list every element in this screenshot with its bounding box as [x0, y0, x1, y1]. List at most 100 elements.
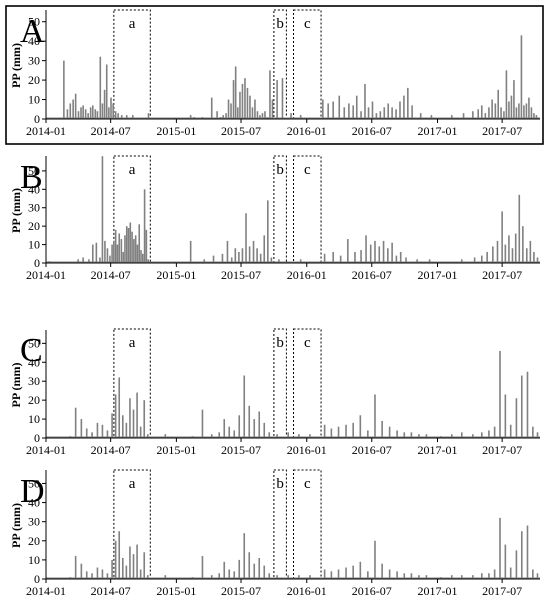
y-tick-label: 50 [28, 15, 40, 29]
bar [473, 257, 476, 263]
bar [80, 563, 83, 579]
bar [290, 113, 292, 119]
bar [136, 544, 138, 579]
bar [101, 103, 104, 119]
region-c-box [293, 328, 322, 439]
y-tick-label: 20 [28, 393, 40, 407]
bar [89, 107, 92, 119]
bar [508, 101, 510, 119]
bar [504, 394, 507, 438]
bar [101, 156, 104, 263]
region-b-box [273, 9, 287, 120]
bar [278, 259, 280, 263]
baseline-drizzle [46, 436, 540, 438]
bar [69, 103, 72, 119]
bar [395, 255, 398, 263]
bar [246, 87, 249, 119]
bar [407, 87, 409, 119]
bar [230, 257, 233, 263]
region-b-label: b [276, 162, 284, 178]
bar [225, 113, 227, 119]
bar [509, 567, 512, 579]
y-tick-label: 50 [28, 164, 40, 178]
bar [244, 78, 246, 119]
bar [233, 571, 236, 579]
bar [526, 525, 529, 579]
bar [472, 434, 474, 438]
bar [125, 422, 128, 438]
bar [105, 64, 108, 119]
bar [529, 240, 532, 263]
x-tick-label: 2016-01 [287, 124, 327, 138]
bar [228, 569, 231, 579]
bar [139, 426, 142, 438]
bar [374, 240, 376, 263]
bar [125, 115, 128, 119]
bar [383, 107, 386, 119]
bar [141, 253, 144, 263]
bar [391, 107, 393, 119]
bar [66, 109, 69, 119]
bar [369, 244, 372, 263]
y-tick-label: 40 [28, 182, 40, 196]
y-tick-label: 0 [34, 431, 40, 445]
bar [533, 113, 535, 119]
x-tick-label: 2017-01 [417, 443, 457, 457]
bar [450, 575, 453, 579]
bar [528, 97, 530, 119]
bar [382, 240, 385, 263]
bar [504, 244, 507, 263]
region-a-label: a [129, 16, 136, 32]
bar [299, 259, 302, 263]
bar [138, 224, 141, 263]
y-tick-label: 30 [28, 54, 40, 68]
bar [379, 111, 382, 119]
bar [387, 103, 389, 119]
bar [499, 350, 501, 438]
bar [221, 253, 224, 263]
bar [82, 105, 84, 119]
region-c-label: c [304, 162, 311, 178]
bar [536, 257, 539, 263]
bar [523, 105, 525, 119]
bar [367, 430, 369, 438]
bar [85, 428, 88, 438]
bar [500, 107, 502, 119]
bar [399, 101, 401, 119]
bar [256, 248, 258, 263]
region-b-label: b [276, 16, 284, 32]
y-axis-label: PP (mm) [9, 503, 23, 548]
bar [480, 432, 483, 438]
bar [365, 235, 367, 263]
bar [210, 434, 213, 438]
x-tick-label: 2014-07 [91, 584, 131, 598]
bar [253, 563, 256, 579]
bar [381, 563, 383, 579]
bar [164, 434, 167, 438]
bar [477, 109, 480, 119]
x-tick-label: 2016-01 [287, 268, 327, 282]
y-tick-label: 40 [28, 34, 40, 48]
bar [345, 424, 347, 438]
bar [252, 240, 255, 263]
bar [375, 113, 378, 119]
bar [374, 540, 376, 579]
bar [91, 105, 94, 119]
bar [118, 233, 121, 263]
bar [121, 415, 124, 438]
bar [103, 89, 106, 119]
bar [298, 434, 300, 438]
bar [106, 573, 109, 579]
bar [354, 251, 356, 263]
bar [268, 573, 271, 579]
bar [486, 251, 488, 263]
bar [232, 80, 235, 119]
bar [263, 422, 266, 438]
bar [360, 111, 362, 119]
bar [216, 111, 218, 119]
y-tick-label: 30 [28, 201, 40, 215]
bar [243, 533, 246, 579]
region-c-label: c [304, 335, 311, 351]
bar [364, 83, 366, 119]
bar [249, 95, 251, 119]
